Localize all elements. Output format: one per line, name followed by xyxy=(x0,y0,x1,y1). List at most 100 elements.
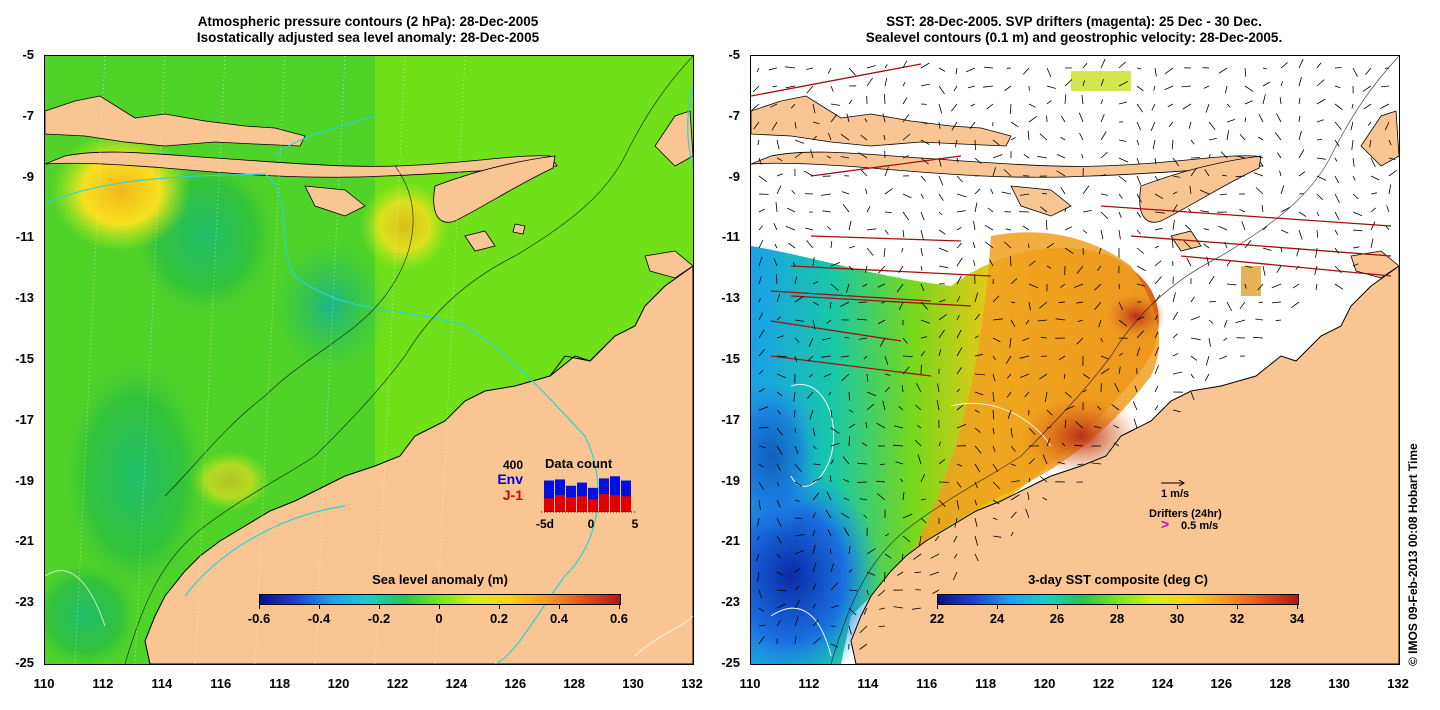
geostrophic-velocity-field xyxy=(751,58,1397,650)
velocity-arrow xyxy=(1205,355,1210,366)
velocity-arrow xyxy=(794,427,796,433)
velocity-arrow xyxy=(843,478,850,483)
velocity-arrow xyxy=(1118,101,1127,105)
velocity-arrow xyxy=(992,481,1001,490)
velocity-arrow xyxy=(1154,157,1157,165)
velocity-arrow xyxy=(956,388,960,393)
velocity-arrow xyxy=(1274,132,1282,141)
velocity-arrow xyxy=(884,64,888,69)
colorbar-tick-mark xyxy=(1237,604,1238,609)
left-colorbar xyxy=(259,594,621,605)
sst-warm-patch xyxy=(911,232,1160,556)
velocity-arrow xyxy=(794,337,800,343)
velocity-arrow xyxy=(1334,67,1342,69)
velocity-arrow xyxy=(1276,113,1282,123)
velocity-arrow xyxy=(1334,247,1340,254)
velocity-arrow xyxy=(840,355,850,358)
velocity-arrow xyxy=(1154,193,1164,200)
velocity-arrow xyxy=(1046,242,1055,249)
velocity-arrow xyxy=(956,157,959,163)
x-tick-label: 132 xyxy=(1387,676,1409,691)
velocity-arrow xyxy=(1098,247,1102,255)
velocity-arrow xyxy=(861,442,868,447)
velocity-arrow xyxy=(776,427,783,436)
velocity-arrow xyxy=(758,463,764,468)
velocity-arrow xyxy=(1118,81,1129,87)
x-tick-label: 116 xyxy=(916,676,938,691)
velocity-arrow xyxy=(992,373,996,382)
right-map-svg: 1 m/s Drifters (24hr) > 0.5 m/s xyxy=(751,56,1399,664)
velocity-arrow xyxy=(1037,319,1048,322)
velocity-arrow xyxy=(1298,58,1304,69)
velocity-arrow xyxy=(938,211,943,216)
velocity-arrow xyxy=(808,373,814,378)
velocity-arrow xyxy=(974,292,979,303)
colorbar-tick-label: 0.6 xyxy=(609,611,629,626)
velocity-arrow xyxy=(986,103,994,110)
velocity-arrow xyxy=(956,242,963,249)
velocity-arrow xyxy=(1077,463,1084,466)
left-map[interactable]: 400 Env J-1 Data count -5d 0 5 xyxy=(44,55,694,665)
velocity-arrow xyxy=(974,373,985,376)
velocity-arrow xyxy=(1046,85,1056,89)
velocity-arrow xyxy=(757,535,760,541)
inset-env-bar xyxy=(610,476,620,512)
velocity-arrow xyxy=(1004,85,1012,92)
velocity-arrow xyxy=(965,67,976,73)
velocity-arrow xyxy=(1136,330,1144,339)
velocity-arrow xyxy=(1060,136,1066,141)
velocity-arrow xyxy=(860,169,868,177)
velocity-arrow xyxy=(956,367,962,375)
velocity-arrow xyxy=(848,409,854,413)
velocity-arrow xyxy=(1203,85,1210,89)
velocity-arrow xyxy=(773,223,778,231)
y-tick-label: -25 xyxy=(721,655,740,670)
right-title: SST: 28-Dec-2005. SVP drifters (magenta)… xyxy=(750,14,1398,46)
velocity-arrow xyxy=(794,139,805,144)
velocity-arrow xyxy=(1172,220,1175,231)
velocity-arrow xyxy=(882,113,886,123)
colorbar-tick-mark xyxy=(1177,604,1178,609)
colorbar-tick-mark xyxy=(1117,604,1118,609)
velocity-arrow xyxy=(1081,153,1084,159)
velocity-arrow xyxy=(1370,221,1376,231)
velocity-arrow xyxy=(812,583,817,591)
velocity-arrow xyxy=(901,385,904,393)
velocity-arrow xyxy=(901,553,904,560)
velocity-arrow xyxy=(776,589,787,592)
velocity-arrow xyxy=(1365,67,1372,75)
velocity-arrow xyxy=(1136,139,1140,146)
velocity-arrow xyxy=(858,152,868,159)
velocity-arrow xyxy=(1039,476,1048,483)
y-tick-label: -17 xyxy=(15,411,34,427)
velocity-arrow xyxy=(1154,294,1161,303)
right-map[interactable]: 1 m/s Drifters (24hr) > 0.5 m/s xyxy=(750,55,1400,665)
velocity-arrow xyxy=(1091,462,1102,465)
velocity-arrow xyxy=(1276,265,1282,274)
velocity-arrow xyxy=(1384,121,1390,131)
velocity-arrow xyxy=(992,391,995,402)
velocity-arrow xyxy=(1042,454,1048,465)
velocity-arrow xyxy=(776,409,782,415)
velocity-arrow xyxy=(812,562,817,573)
velocity-arrow xyxy=(938,499,946,507)
velocity-arrow xyxy=(1223,337,1228,341)
velocity-arrow xyxy=(938,247,949,253)
velocity-arrow xyxy=(1097,405,1102,411)
velocity-arrow xyxy=(1027,492,1030,501)
velocity-arrow xyxy=(1055,318,1066,321)
velocity-arrow xyxy=(938,193,944,201)
velocity-arrow xyxy=(1316,211,1320,217)
velocity-arrow xyxy=(1316,119,1324,123)
velocity-arrow xyxy=(920,351,926,357)
velocity-arrow xyxy=(1100,368,1110,375)
velocity-arrow xyxy=(1258,113,1264,123)
velocity-arrow xyxy=(774,243,778,249)
velocity-arrow xyxy=(1003,169,1012,177)
velocity-arrow xyxy=(992,409,995,420)
velocity-arrow xyxy=(1075,421,1084,429)
velocity-arrow xyxy=(807,355,814,362)
velocity-arrow xyxy=(826,155,832,159)
velocity-arrow xyxy=(1010,494,1020,501)
velocity-arrow xyxy=(812,603,816,609)
